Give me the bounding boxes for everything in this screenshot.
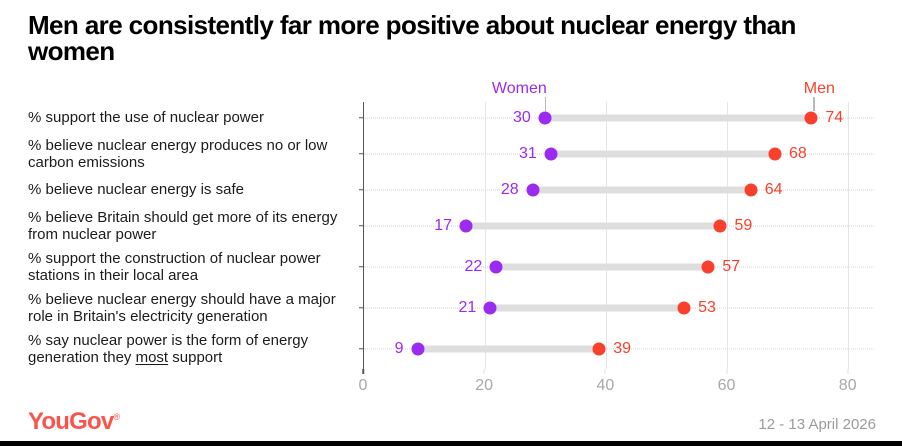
dumbbell-connector	[550, 150, 775, 157]
dumbbell-connector	[417, 345, 600, 352]
category-label: % support the construction of nuclear po…	[28, 249, 321, 284]
row-band: 28 64	[359, 178, 878, 202]
women-dot	[544, 147, 558, 160]
women-dot	[526, 183, 540, 196]
men-dot	[701, 260, 715, 273]
women-dot	[459, 219, 473, 232]
men-value: 53	[698, 298, 716, 316]
dumbbell-connector	[490, 304, 685, 311]
table-row: % support the construction of nuclear po…	[28, 246, 878, 287]
table-row: % support the use of nuclear power 30 74	[28, 102, 878, 133]
x-ticklabel-80: 80	[838, 377, 857, 394]
legend: Women Men	[363, 80, 878, 111]
category-label: % believe Britain should get more of its…	[28, 208, 338, 243]
underlined-word: most	[135, 348, 169, 366]
x-tickmark-60	[726, 369, 728, 374]
fieldwork-dates: 12 - 13 April 2026	[758, 416, 876, 433]
men-dot	[804, 111, 818, 124]
dumbbell-connector	[466, 222, 721, 229]
y-axis-tick	[359, 306, 364, 309]
row-band: 17 59	[359, 209, 878, 243]
men-value: 68	[789, 144, 807, 162]
category-label: % believe nuclear energy should have a m…	[28, 290, 336, 325]
y-axis-tick	[359, 116, 364, 119]
men-value: 64	[764, 180, 783, 198]
row-band: 30 74	[359, 106, 878, 130]
x-tickmark-40	[604, 369, 606, 374]
yougov-logo: YouGov®	[28, 406, 120, 435]
y-axis-tick	[359, 347, 364, 350]
women-value: 9	[394, 339, 404, 357]
dumbbell-chart: Women Men % support the use of nuclear p…	[28, 80, 878, 397]
y-axis-tick	[359, 224, 364, 227]
table-row: % believe nuclear energy produces no or …	[28, 133, 878, 174]
table-row: % believe Britain should get more of its…	[28, 205, 878, 246]
men-dot	[677, 301, 691, 314]
men-value: 59	[734, 216, 753, 234]
row-dotted-line	[364, 348, 874, 349]
x-axis: 0 20 40 60 80	[359, 369, 878, 397]
legend-label-men: Men	[803, 80, 835, 97]
women-dot	[483, 301, 497, 314]
legend-leader-women	[544, 97, 547, 111]
women-value: 28	[500, 180, 519, 198]
y-axis-tick	[359, 188, 364, 191]
legend-label-women: Women	[491, 80, 547, 97]
logo-text: YouGov	[28, 408, 114, 435]
women-dot	[411, 342, 425, 355]
men-value: 57	[722, 257, 741, 275]
category-label: % support the use of nuclear power	[28, 109, 264, 126]
women-value: 22	[464, 257, 483, 275]
row-band: 9 39	[359, 332, 878, 366]
row-band: 31 68	[359, 137, 878, 171]
category-label: % believe nuclear energy produces no or …	[28, 136, 328, 171]
x-ticklabel-20: 20	[475, 377, 494, 394]
table-row: % believe nuclear energy should have a m…	[28, 287, 878, 328]
x-ticklabel-60: 60	[717, 377, 736, 394]
men-dot	[744, 183, 758, 196]
registered-trademark: ®	[113, 412, 120, 422]
table-row: % believe nuclear energy is safe 28 64	[28, 174, 878, 205]
men-dot	[768, 147, 782, 160]
row-band: 21 53	[359, 291, 878, 325]
page-title: Men are consistently far more positive a…	[28, 10, 796, 66]
dumbbell-connector	[544, 114, 812, 121]
x-tickmark-80	[847, 369, 849, 374]
x-tickmark-0	[362, 369, 364, 374]
row-band: 22 57	[359, 250, 878, 284]
men-value: 74	[825, 108, 844, 126]
men-value: 39	[613, 339, 632, 357]
women-dot	[489, 260, 503, 273]
bottom-accent-bar	[0, 441, 902, 446]
legend-leader-men	[813, 97, 815, 111]
table-row: % say nuclear power is the form of energ…	[28, 328, 878, 369]
x-ticklabel-40: 40	[596, 377, 615, 394]
y-axis-tick	[359, 152, 364, 155]
women-value: 17	[434, 216, 452, 234]
dumbbell-connector	[496, 263, 709, 270]
men-dot	[592, 342, 606, 355]
women-value: 21	[458, 298, 477, 316]
men-dot	[713, 219, 727, 232]
footer: YouGov® 12 - 13 April 2026	[28, 406, 876, 435]
y-axis-tick	[359, 265, 364, 268]
dumbbell-connector	[532, 186, 751, 193]
women-value: 31	[519, 144, 537, 162]
women-value: 30	[512, 108, 531, 126]
category-label: % believe nuclear energy is safe	[28, 181, 244, 198]
x-tickmark-20	[483, 369, 485, 374]
category-label: % say nuclear power is the form of energ…	[28, 331, 309, 366]
x-ticklabel-0: 0	[358, 377, 368, 394]
women-dot	[538, 111, 552, 124]
rows: % support the use of nuclear power 30 74% …	[28, 102, 878, 369]
